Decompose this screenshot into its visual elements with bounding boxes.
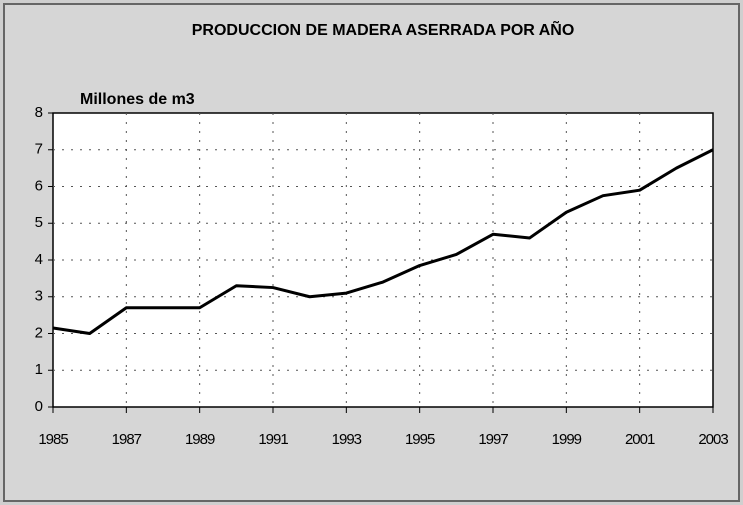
x-tick-label: 1995: [405, 431, 435, 448]
y-tick-label: 7: [35, 141, 43, 158]
chart-title: PRODUCCION DE MADERA ASERRADA POR AÑO: [192, 19, 575, 39]
y-tick-label: 1: [35, 361, 43, 378]
y-tick-label: 4: [35, 251, 43, 268]
x-tick-label: 2003: [698, 431, 728, 448]
y-tick-label: 2: [35, 324, 43, 341]
y-tick-label: 5: [35, 214, 43, 231]
x-tick-label: 1993: [332, 431, 362, 448]
data-line: [52, 148, 714, 335]
x-tick-label: 1987: [112, 431, 142, 448]
x-tick-label: 1999: [552, 431, 582, 448]
x-tick-label: 1997: [478, 431, 508, 448]
x-tick-label: 2001: [625, 431, 655, 448]
x-tick-label: 1991: [258, 431, 288, 448]
x-tick-label: 1985: [38, 431, 68, 448]
y-tick-label: 8: [35, 104, 43, 121]
y-tick-label: 6: [35, 177, 43, 194]
y-tick-label: 3: [35, 288, 43, 305]
x-tick-label: 1989: [185, 431, 215, 448]
y-tick-label: 0: [35, 398, 43, 415]
y-axis-label: Millones de m3: [80, 91, 195, 108]
